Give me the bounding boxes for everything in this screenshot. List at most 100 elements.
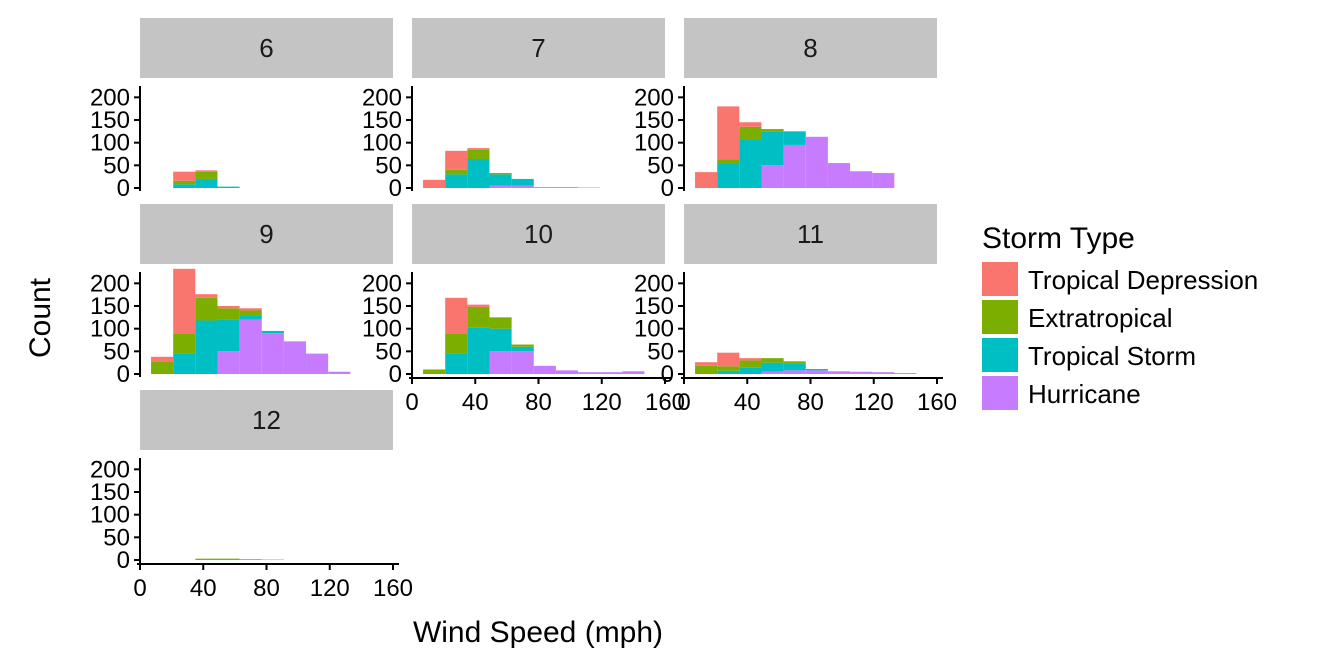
bar-tropical-depression <box>467 304 490 307</box>
bar-hurricane <box>217 351 240 374</box>
x-tick-label: 160 <box>373 575 413 602</box>
y-tick-label: 100 <box>362 130 402 157</box>
facet-strip-label: 8 <box>803 33 817 63</box>
bar-tropical-depression <box>173 268 196 334</box>
y-tick-label: 100 <box>634 316 674 343</box>
bar-tropical-depression <box>467 148 490 150</box>
bar-extratropical <box>217 558 240 560</box>
bar-hurricane <box>578 372 601 374</box>
x-tick-label: 80 <box>797 389 824 416</box>
bar-extratropical <box>195 171 218 179</box>
x-axis-title: Wind Speed (mph) <box>413 616 663 649</box>
y-tick-label: 0 <box>661 175 674 202</box>
y-tick-label: 150 <box>634 293 674 320</box>
bar-extratropical <box>239 310 262 316</box>
bar-extratropical <box>761 358 784 363</box>
y-tick-label: 200 <box>634 84 674 111</box>
bar-extratropical <box>695 365 718 374</box>
bar-tropical-storm <box>195 559 218 561</box>
bar-extratropical <box>511 344 534 347</box>
y-tick-label: 100 <box>90 130 130 157</box>
legend-key-extratropical <box>982 300 1018 334</box>
bar-hurricane <box>600 372 623 374</box>
bar-extratropical <box>467 306 490 328</box>
bar-extratropical <box>489 173 512 175</box>
bar-extratropical <box>195 558 218 560</box>
y-tick-label: 150 <box>90 107 130 134</box>
y-tick-label: 150 <box>362 107 402 134</box>
bar-hurricane <box>511 185 534 188</box>
y-tick-label: 50 <box>375 152 402 179</box>
bar-extratropical <box>173 180 196 185</box>
facet-strip <box>684 204 937 264</box>
bar-tropical-depression <box>739 358 762 361</box>
bar-hurricane <box>872 372 895 374</box>
bar-tropical-storm <box>239 315 262 320</box>
bar-tropical-depression <box>695 362 718 366</box>
bar-tropical-depression <box>239 308 262 311</box>
y-tick-label: 100 <box>90 316 130 343</box>
bar-hurricane <box>555 370 579 374</box>
bar-tropical-depression <box>445 297 468 334</box>
bar-tropical-depression <box>423 179 446 188</box>
bar-hurricane <box>622 371 645 374</box>
x-tick-label: 80 <box>525 389 552 416</box>
bar-extratropical <box>489 317 512 329</box>
bar-tropical-storm <box>489 174 512 186</box>
bar-extratropical <box>739 126 762 140</box>
bar-tropical-storm <box>445 353 468 374</box>
facet-strip-label: 7 <box>531 33 545 63</box>
bar-tropical-storm <box>761 362 784 372</box>
facet-strip <box>412 18 665 78</box>
legend-label: Tropical Storm <box>1028 341 1196 371</box>
bar-hurricane <box>827 163 851 188</box>
bar-extratropical <box>761 129 784 132</box>
y-tick-label: 150 <box>634 107 674 134</box>
bar-tropical-storm <box>467 158 490 188</box>
bar-tropical-depression <box>195 294 218 298</box>
bar-tropical-storm <box>739 139 762 188</box>
bar-tropical-storm <box>261 330 284 334</box>
y-tick-label: 0 <box>117 361 130 388</box>
bar-extratropical <box>445 333 468 354</box>
bar-tropical-depression <box>217 306 240 309</box>
bar-extratropical <box>467 149 490 159</box>
facet-strip <box>140 18 393 78</box>
bar-hurricane <box>328 371 351 374</box>
bar-tropical-depression <box>151 356 174 362</box>
bar-tropical-storm <box>805 369 828 371</box>
bar-extratropical <box>195 297 218 321</box>
bar-hurricane <box>850 371 873 374</box>
legend: Storm Type Tropical Depression Extratropi… <box>982 222 1258 410</box>
bar-tropical-storm <box>761 131 784 166</box>
bar-hurricane <box>511 351 534 374</box>
x-tick-label: 120 <box>310 575 350 602</box>
bar-hurricane <box>761 371 784 374</box>
legend-key-tropical-storm <box>982 338 1018 372</box>
y-tick-label: 200 <box>90 270 130 297</box>
y-tick-label: 100 <box>634 130 674 157</box>
bar-tropical-storm <box>717 370 740 374</box>
y-tick-label: 150 <box>90 479 130 506</box>
bar-hurricane <box>850 171 873 188</box>
bar-tropical-storm <box>717 163 740 188</box>
bar-tropical-storm <box>467 327 490 374</box>
y-tick-label: 200 <box>90 456 130 483</box>
bar-tropical-storm <box>217 319 240 352</box>
facet-panels: 6050100150200705010015020080501001502009… <box>90 18 957 602</box>
facet-strip-label: 12 <box>252 405 281 435</box>
y-tick-label: 200 <box>362 84 402 111</box>
y-axis-title: Count <box>24 277 57 358</box>
y-tick-label: 0 <box>117 175 130 202</box>
bar-tropical-depression <box>195 170 218 172</box>
y-tick-label: 0 <box>661 361 674 388</box>
y-tick-label: 50 <box>647 338 674 365</box>
bar-hurricane <box>805 370 828 374</box>
bar-hurricane <box>283 341 307 374</box>
x-tick-label: 160 <box>917 389 957 416</box>
bar-hurricane <box>261 333 284 374</box>
bar-tropical-storm <box>445 174 468 188</box>
